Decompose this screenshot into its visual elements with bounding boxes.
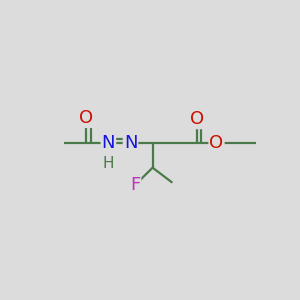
- Text: O: O: [79, 109, 93, 127]
- Text: H: H: [103, 155, 114, 170]
- Text: N: N: [124, 134, 137, 152]
- Text: O: O: [190, 110, 204, 128]
- Text: N: N: [102, 134, 115, 152]
- Text: O: O: [209, 134, 224, 152]
- Text: F: F: [130, 176, 140, 194]
